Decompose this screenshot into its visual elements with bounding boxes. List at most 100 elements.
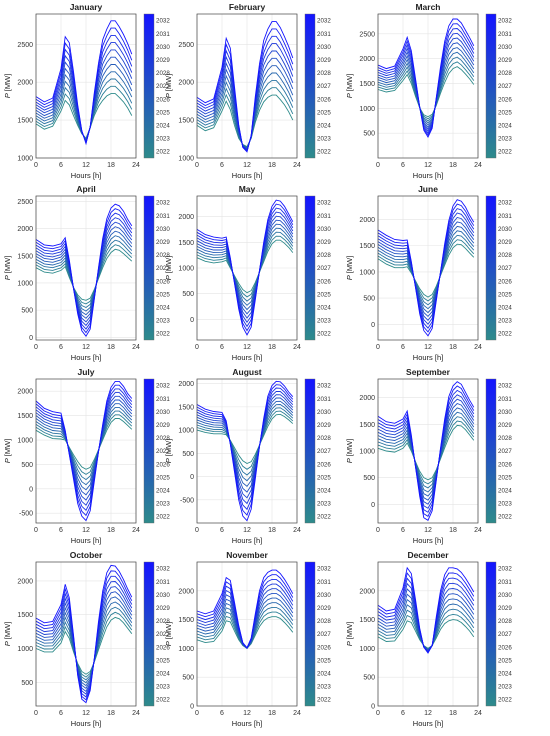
colorbar-tick-label: 2023 [498, 318, 512, 325]
x-axis-label: Hours [h] [71, 536, 101, 545]
series-line-2030 [35, 388, 133, 512]
series-line-2031 [196, 384, 294, 516]
series-line-2028 [196, 215, 294, 319]
series-line-2032 [196, 21, 294, 153]
x-tick-label: 18 [449, 710, 457, 717]
series-line-2027 [377, 402, 475, 501]
colorbar-tick-label: 2030 [498, 592, 512, 599]
y-tick-label: 1000 [178, 266, 194, 273]
x-tick-label: 6 [59, 162, 63, 169]
colorbar-tick-label: 2022 [156, 149, 170, 156]
colorbar-tick-label: 2027 [156, 631, 170, 638]
y-tick-label: 2000 [178, 214, 194, 221]
colorbar [485, 561, 497, 707]
y-axis-label-var: P [3, 458, 12, 463]
colorbar [143, 195, 155, 341]
series-line-2025 [377, 411, 475, 493]
series-line-2029 [377, 32, 475, 132]
series-line-2026 [377, 225, 475, 314]
y-tick-label: 2000 [17, 80, 33, 87]
colorbar-tick-label: 2023 [498, 136, 512, 143]
series-line-2022 [196, 239, 294, 294]
series-line-2027 [35, 399, 133, 496]
series-line-2026 [35, 596, 133, 687]
colorbar-tick-label: 2024 [156, 304, 170, 311]
colorbar-tick-label: 2023 [317, 501, 331, 508]
subplot-april: April 0 500 1000 1500 2000 2500 0 6 12 18 24 Hours [… [3, 184, 170, 362]
colorbar-tick-label: 2023 [498, 684, 512, 691]
x-tick-label: 6 [401, 527, 405, 534]
colorbar-tick-label: 2032 [498, 566, 512, 573]
x-tick-label: 0 [376, 710, 380, 717]
y-axis-label-unit: [MW] [345, 74, 354, 94]
colorbar-tick-label: 2023 [317, 136, 331, 143]
series-line-2023 [35, 244, 133, 305]
x-axis-label: Hours [h] [71, 353, 101, 362]
series-line-2026 [377, 407, 475, 497]
y-tick-label: 500 [182, 291, 194, 298]
colorbar-tick-label: 2028 [156, 618, 170, 625]
x-tick-label: 18 [107, 344, 115, 351]
colorbar-tick-label: 2032 [498, 200, 512, 207]
colorbar [485, 13, 497, 159]
y-tick-label: 0 [190, 474, 194, 481]
x-tick-label: 24 [293, 527, 301, 534]
series-line-2029 [35, 217, 133, 327]
colorbar-tick-label: 2026 [156, 644, 170, 651]
plot-frame [377, 13, 479, 159]
colorbar [304, 195, 316, 341]
x-tick-label: 6 [59, 344, 63, 351]
colorbar-tick-label: 2031 [498, 396, 512, 403]
series-line-2032 [196, 380, 294, 522]
series-line-2022 [377, 243, 475, 298]
colorbar-tick-label: 2032 [156, 200, 170, 207]
x-tick-label: 0 [376, 344, 380, 351]
y-tick-label: 1000 [17, 646, 33, 653]
y-tick-label: 2000 [359, 56, 375, 63]
series-line-2027 [35, 226, 133, 319]
colorbar [143, 13, 155, 159]
x-tick-label: 12 [243, 710, 251, 717]
y-tick-label: 1000 [178, 428, 194, 435]
colorbar-tick-label: 2025 [156, 291, 170, 298]
colorbar-tick-label: 2023 [156, 684, 170, 691]
series-line-2023 [196, 235, 294, 298]
colorbar-tick-label: 2027 [498, 631, 512, 638]
colorbar-tick-label: 2025 [498, 109, 512, 116]
y-tick-label: 1000 [359, 449, 375, 456]
subplot-title: August [232, 367, 261, 377]
colorbar [304, 561, 316, 707]
series-line-2022 [377, 424, 475, 481]
series-line-2029 [196, 211, 294, 323]
plot-frame [377, 378, 479, 524]
series-line-2030 [196, 387, 294, 511]
colorbar-tick-label: 2022 [317, 514, 331, 521]
colorbar-tick-label: 2022 [156, 697, 170, 704]
colorbar-tick-label: 2024 [317, 304, 331, 311]
y-axis-label: P [MW] [164, 256, 173, 281]
series-line-2022 [35, 616, 133, 675]
series-line-2025 [196, 227, 294, 306]
colorbar-tick-label: 2024 [498, 487, 512, 494]
y-tick-label: 500 [21, 462, 33, 469]
series-line-2031 [35, 570, 133, 701]
subplot-december: December 0 500 1000 1500 2000 0 6 12 18 24 Hours [h… [345, 550, 512, 728]
colorbar-tick-label: 2030 [317, 592, 331, 599]
series-line-2026 [196, 223, 294, 311]
y-axis-label-var: P [164, 275, 173, 280]
series-line-2025 [377, 51, 475, 124]
y-tick-label: 1500 [178, 617, 194, 624]
y-tick-label: 500 [363, 296, 375, 303]
colorbar-tick-label: 2027 [317, 448, 331, 455]
colorbar-tick-label: 2024 [317, 670, 331, 677]
colorbar-tick-label: 2022 [156, 514, 170, 521]
y-axis-label: P [MW] [164, 622, 173, 647]
colorbar-tick-label: 2029 [498, 422, 512, 429]
series-line-2032 [35, 20, 133, 146]
plot-frame [196, 378, 298, 524]
colorbar-tick-label: 2027 [317, 83, 331, 90]
x-tick-label: 24 [293, 710, 301, 717]
colorbar-tick-label: 2032 [156, 383, 170, 390]
x-tick-label: 12 [424, 527, 432, 534]
y-tick-label: 1000 [178, 646, 194, 653]
